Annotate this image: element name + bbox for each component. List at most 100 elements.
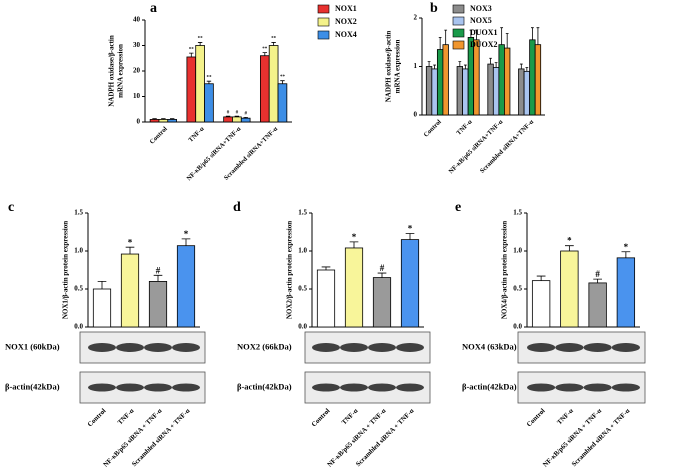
y-axis-label: NADPH oxidase/β-actin: [108, 35, 116, 107]
blot-label: NOX1 (60kDa): [5, 341, 60, 351]
x-tick-label: NF-κB/p65 siRNA + TNF-α: [542, 407, 603, 468]
error-bar: [225, 115, 231, 117]
blot-band: [396, 343, 424, 352]
y-tick-label: 1: [414, 62, 418, 70]
significance-marker: #: [156, 265, 161, 275]
panel-label: c: [8, 200, 14, 215]
significance-marker: *: [624, 242, 629, 252]
error-bar: [519, 63, 523, 69]
legend-swatch: [317, 4, 330, 14]
error-bar: [280, 80, 285, 84]
panel-label: d: [233, 200, 241, 215]
blot-band: [144, 343, 172, 352]
y-tick-label: 1.0: [513, 247, 522, 255]
bar: [316, 269, 336, 328]
significance-marker: #: [595, 269, 600, 279]
y-tick-label: 0: [414, 111, 418, 119]
blot-band: [88, 383, 116, 392]
bar: [425, 66, 433, 116]
bar: [195, 45, 205, 123]
error-bar: [463, 64, 467, 69]
y-tick-label: 0.5: [74, 285, 83, 293]
blot-band: [583, 343, 612, 352]
blot-band: [396, 383, 424, 392]
legend-label: NOX4: [335, 30, 357, 39]
panel: a 0 10 20 30 40 NADPH oxidase/β-actin mRNA expr…: [108, 1, 357, 182]
error-bar: [125, 246, 135, 255]
bar: [344, 247, 364, 328]
blot-band: [172, 383, 200, 392]
x-tick-label: NF-κB/p65 siRNA + TNF-α: [102, 407, 163, 468]
bar: [186, 56, 197, 123]
error-bar: [349, 241, 359, 248]
significance-marker: *: [352, 232, 357, 242]
error-bar: [262, 52, 268, 56]
bar: [523, 70, 531, 116]
x-tick-label: TNF-α: [556, 407, 575, 426]
x-tick-label: Control: [311, 407, 332, 428]
x-tick-label: TNF-α: [455, 118, 474, 137]
y-tick-label: 1.5: [74, 209, 83, 217]
error-bar: [564, 245, 574, 251]
x-tick-label: Scrambled siRNA + TNF-α: [571, 407, 632, 468]
panel: d 0.0 0.5 1.0 1.5 NOX2/β-actin protein expres…: [233, 200, 431, 469]
error-bar: [438, 37, 442, 50]
blot-band: [116, 383, 144, 392]
blot-band: [172, 343, 200, 352]
bar: [167, 119, 178, 123]
error-bar: [494, 62, 498, 68]
y-axis-label: NOX2/β-actin protein expression: [286, 221, 294, 319]
bar: [176, 245, 196, 328]
panel-label: e: [455, 200, 461, 215]
bar: [223, 116, 233, 123]
panel: c 0.0 0.5 1.0 1.5 NOX1/β-actin protein expres…: [5, 200, 206, 469]
error-bar: [621, 251, 631, 258]
blot-band: [116, 343, 144, 352]
blot-band: [555, 383, 584, 392]
bar: [560, 250, 579, 328]
x-tick-label: NF-κB/p65 siRNA+TNF-α: [448, 118, 505, 175]
significance-marker: #: [227, 110, 230, 115]
error-bar: [153, 274, 163, 282]
legend-label: DUOX2: [470, 40, 498, 49]
legend-label: NOX1: [335, 4, 357, 13]
bar: [149, 119, 160, 123]
legend-label: NOX2: [335, 17, 357, 26]
bar: [277, 83, 288, 123]
significance-marker: **: [262, 47, 268, 52]
blot-label: β-actin(42kDa): [5, 381, 60, 391]
y-tick-label: 40: [133, 16, 141, 24]
y-tick-label: 0.5: [513, 285, 522, 293]
error-bar: [469, 29, 473, 38]
error-bar: [234, 115, 240, 117]
y-tick-label: 1.0: [74, 247, 83, 255]
significance-marker: *: [128, 237, 133, 247]
x-tick-label: TNF-α: [187, 125, 206, 144]
x-tick-label: Scrambled siRNA+TNF-α: [479, 118, 535, 174]
blot-label: β-actin(42kDa): [462, 381, 517, 391]
y-tick-label: 0.0: [298, 323, 307, 331]
significance-marker: **: [206, 75, 212, 80]
error-bar: [97, 281, 107, 289]
error-bar: [206, 80, 212, 84]
legend-swatch: [452, 4, 465, 14]
y-axis-label: mRNA expression: [394, 40, 402, 94]
error-bar: [427, 61, 431, 67]
blot-label: NOX2 (66kDa): [237, 341, 292, 351]
bar: [232, 116, 242, 123]
blot-label: NOX4 (63kDa): [462, 341, 517, 351]
blot-band: [368, 343, 396, 352]
error-bar: [321, 266, 331, 270]
blot-band: [611, 383, 640, 392]
error-bar: [531, 27, 534, 40]
error-bar: [593, 278, 603, 283]
significance-marker: **: [280, 75, 286, 80]
y-tick-label: 2: [414, 14, 418, 22]
error-bar: [197, 42, 203, 46]
blot-band: [555, 343, 584, 352]
bar: [442, 44, 449, 116]
panel: b 0 1 2 NADPH oxidase/β-actin mRNA expression…: [385, 1, 545, 175]
significance-marker: #: [380, 263, 385, 273]
bar: [492, 67, 500, 116]
significance-marker: **: [198, 37, 204, 42]
